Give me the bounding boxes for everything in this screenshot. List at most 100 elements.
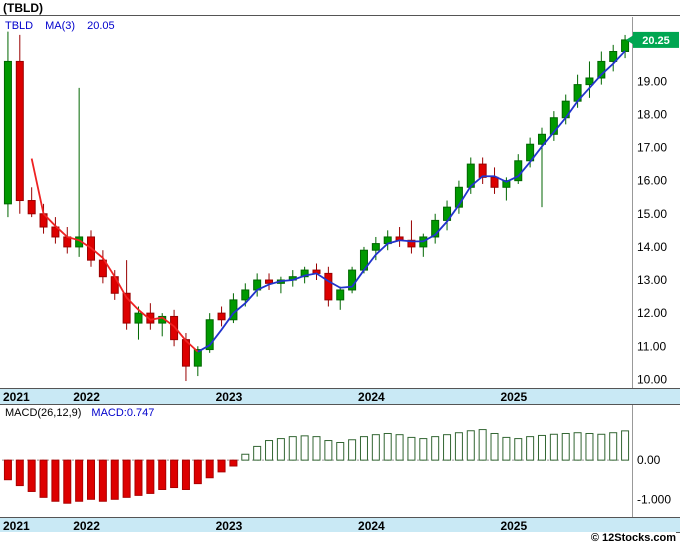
macd-histogram-bar xyxy=(146,459,155,494)
x-axis-band-top: 2021 2022 2023 2024 2025 xyxy=(0,388,680,405)
macd-histogram-bar xyxy=(454,432,463,461)
macd-histogram-bar xyxy=(549,433,558,461)
macd-legend: MACD(26,12,9) MACD:0.747 xyxy=(5,407,164,419)
macd-histogram-bar xyxy=(205,459,214,479)
macd-histogram-bar xyxy=(526,436,535,461)
macd-histogram-bar xyxy=(573,432,582,461)
candle-body xyxy=(490,176,499,188)
macd-histogram-bar xyxy=(371,434,380,461)
candle-body xyxy=(597,60,606,79)
price-tick-label: 10.00 xyxy=(637,372,667,386)
macd-tick-label: 0.00 xyxy=(637,453,661,467)
macd-histogram-bar xyxy=(443,434,452,461)
macd-histogram-bar xyxy=(253,445,262,461)
macd-histogram-bar xyxy=(336,442,345,461)
year-label: 2021 xyxy=(3,390,30,404)
candle-body xyxy=(98,259,107,278)
macd-histogram-bar xyxy=(75,459,84,502)
last-price-pointer xyxy=(626,34,634,45)
macd-histogram-bar xyxy=(229,459,238,467)
macd-histogram-bar xyxy=(27,459,36,492)
macd-histogram-bar xyxy=(431,436,440,461)
candle-body xyxy=(110,276,119,294)
candle-body xyxy=(205,319,214,351)
macd-histogram-bar xyxy=(597,433,606,461)
macd-tick-label: -1.000 xyxy=(637,492,671,506)
candle-body xyxy=(407,239,416,248)
macd-histogram-bar xyxy=(561,432,570,461)
year-label: 2023 xyxy=(215,390,243,404)
macd-histogram-bar xyxy=(383,432,392,461)
macd-histogram-bar xyxy=(193,459,202,485)
candle-body xyxy=(431,219,440,238)
candle-body xyxy=(609,50,618,62)
last-price-badge xyxy=(633,31,679,48)
macd-histogram-bar xyxy=(407,436,416,461)
price-tick-label: 14.00 xyxy=(637,240,667,254)
macd-histogram-bar xyxy=(466,430,475,461)
macd-histogram-bar xyxy=(98,459,107,502)
price-tick-label: 19.00 xyxy=(637,74,667,88)
price-tick-label: 18.00 xyxy=(637,107,667,121)
footer-credit: © 12Stocks.com xyxy=(0,532,676,546)
symbol-label: TBLD xyxy=(5,20,34,32)
macd-histogram-bar xyxy=(537,434,546,461)
macd-histogram-bar xyxy=(300,435,309,461)
price-chart-legend: TBLD MA(3) 20.05 xyxy=(5,20,127,32)
macd-histogram-bar xyxy=(288,436,297,461)
candle-body xyxy=(265,279,274,284)
last-price-label: 20.25 xyxy=(642,35,670,47)
ma-line-downtrend xyxy=(30,158,199,353)
macd-histogram-bar xyxy=(3,459,12,481)
price-tick-label: 12.00 xyxy=(637,306,667,320)
candle-body xyxy=(241,289,250,301)
year-label: 2022 xyxy=(73,519,100,533)
candle-body xyxy=(170,315,179,341)
year-label: 2023 xyxy=(215,519,243,533)
candle-body xyxy=(621,39,630,52)
macd-histogram-bar xyxy=(122,459,131,498)
page-title: (TBLD) xyxy=(3,1,43,15)
candle-body xyxy=(371,243,380,251)
year-label: 2021 xyxy=(3,519,30,533)
year-label: 2025 xyxy=(500,519,528,533)
macd-histogram-bar xyxy=(419,438,428,461)
candle-body xyxy=(193,349,202,367)
macd-histogram-bar xyxy=(621,430,630,461)
price-tick-label: 16.00 xyxy=(637,174,667,188)
macd-histogram-bar xyxy=(87,459,96,500)
title-bar: (TBLD) xyxy=(0,0,680,16)
candle-body xyxy=(134,312,143,324)
candle-body xyxy=(122,292,131,324)
year-label: 2022 xyxy=(73,390,100,404)
year-label: 2024 xyxy=(358,390,385,404)
macd-histogram-bar xyxy=(265,440,274,461)
price-tick-label: 13.00 xyxy=(637,273,667,287)
ma-label: MA(3) xyxy=(45,20,76,32)
macd-histogram-bar xyxy=(585,432,594,461)
macd-chart-canvas: 0.00 -1.000 xyxy=(2,405,671,517)
price-tick-label: 15.00 xyxy=(637,207,667,221)
candle-body xyxy=(27,200,36,215)
price-tick-label: 17.00 xyxy=(637,141,667,155)
candle-body xyxy=(3,60,12,205)
macd-histogram-bar xyxy=(241,453,250,461)
year-label: 2025 xyxy=(500,390,528,404)
candle-body xyxy=(324,272,333,301)
macd-histogram-bar xyxy=(181,459,190,490)
macd-histogram-bar xyxy=(51,459,60,502)
macd-histogram-bar xyxy=(478,429,487,461)
macd-params-label: MACD(26,12,9) xyxy=(5,407,82,419)
macd-histogram-bar xyxy=(158,459,167,490)
macd-histogram-bar xyxy=(39,459,48,498)
macd-histogram-bar xyxy=(217,459,226,473)
macd-histogram-bar xyxy=(276,438,285,461)
candle-body xyxy=(585,77,594,86)
candle-body xyxy=(300,269,309,278)
candle-body xyxy=(348,269,357,291)
macd-histogram-bar xyxy=(348,439,357,461)
year-label: 2024 xyxy=(358,519,385,533)
price-chart-canvas: 19.00 18.00 17.00 16.00 15.00 14.00 13.00 12.00… xyxy=(3,17,679,388)
ma-line-uptrend xyxy=(197,50,626,353)
